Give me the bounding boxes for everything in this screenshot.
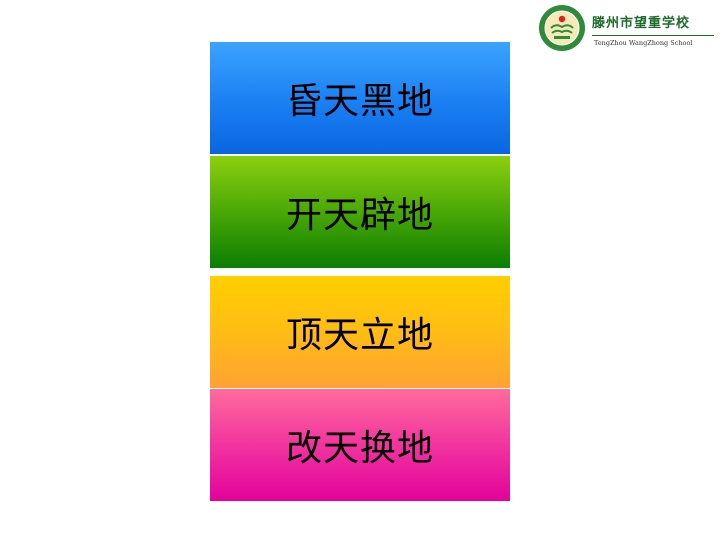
logo-divider <box>592 35 714 36</box>
idiom-card: 改天换地 <box>210 389 510 501</box>
idiom-label: 昏天黑地 <box>285 81 434 122</box>
school-name-english: TengZhou WangZhong School <box>594 39 693 47</box>
idiom-card: 顶天立地 <box>210 276 510 388</box>
idiom-card: 开天辟地 <box>210 156 510 268</box>
idiom-card: 昏天黑地 <box>210 42 510 154</box>
school-emblem-icon <box>539 5 585 51</box>
idiom-label: 顶天立地 <box>285 315 434 356</box>
idiom-label: 开天辟地 <box>285 195 434 236</box>
idiom-label: 改天换地 <box>285 428 434 469</box>
school-logo: 滕州市望重学校 TengZhou WangZhong School <box>538 4 716 54</box>
school-name: 滕州市望重学校 <box>592 16 691 31</box>
